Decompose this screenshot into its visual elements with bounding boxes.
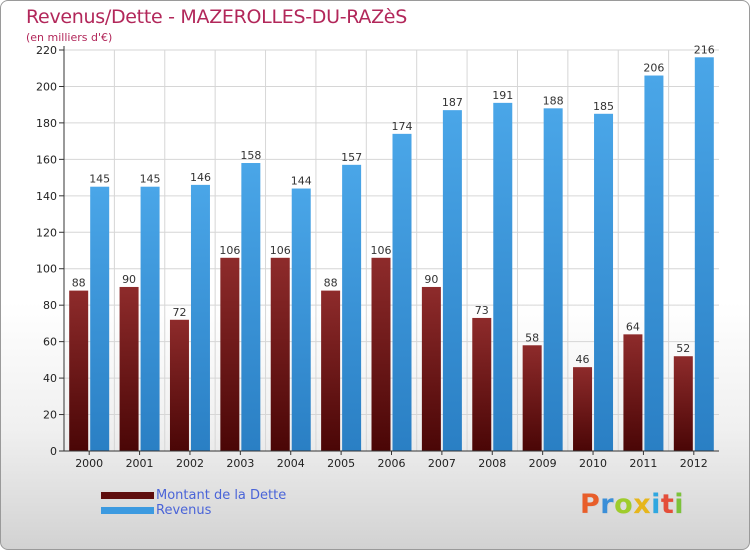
proxiti-logo: Proxiti [580,489,685,520]
data-label-revenus-2005: 157 [341,151,362,164]
bar-debt-2003 [220,257,240,451]
data-label-debt-2009: 58 [525,331,539,344]
data-labels: 88 145 90 145 72 146 106 158 106 144 88 157 106 174 90… [72,43,715,366]
x-tick-label: 2002 [176,457,204,470]
bar-revenus-2009 [543,108,563,451]
x-tick-label: 2000 [75,457,103,470]
y-tick-label: 220 [36,44,57,57]
bar-revenus-2005 [342,164,362,451]
legend-swatch-debt [101,492,154,499]
chart-subtitle: (en milliers d'€) [26,31,113,44]
data-label-revenus-2010: 185 [593,100,614,113]
bar-revenus-2002 [190,184,210,451]
x-tick-label: 2001 [126,457,154,470]
x-tick-label: 2008 [478,457,506,470]
data-label-debt-2003: 106 [219,244,240,257]
data-label-debt-2006: 106 [371,244,392,257]
bars [69,57,714,452]
data-label-debt-2012: 52 [676,342,690,355]
data-label-debt-2007: 90 [424,273,438,286]
bar-debt-2008 [472,317,492,451]
data-label-revenus-2000: 145 [89,173,110,186]
legend-item-debt: Montant de la Dette [101,488,286,503]
y-tick-label: 20 [43,409,57,422]
bar-revenus-2001 [140,186,160,452]
data-label-debt-2011: 64 [626,320,640,333]
legend-label-revenus: Revenus [156,503,212,518]
bar-revenus-2008 [493,102,513,451]
x-tick-label: 2005 [327,457,355,470]
bar-revenus-2011 [644,75,664,451]
data-label-debt-2008: 73 [475,304,489,317]
bar-revenus-2012 [694,57,714,452]
axes: 0 20 40 60 80 100 120 140 160 180 200 220 2000 2001 20… [36,44,719,470]
x-tick-label: 2006 [378,457,406,470]
bar-debt-2007 [421,286,441,451]
x-tick-label: 2011 [629,457,657,470]
x-tick-label: 2007 [428,457,456,470]
y-tick-label: 100 [36,263,57,276]
data-label-revenus-2006: 174 [392,120,413,133]
bar-revenus-2004 [291,188,311,451]
bar-debt-2001 [119,286,139,451]
y-tick-label: 80 [43,299,57,312]
bar-debt-2011 [623,334,643,451]
data-label-revenus-2002: 146 [190,171,211,184]
bar-debt-2002 [169,319,189,451]
chart-title: Revenus/Dette - MAZEROLLES-DU-RAZèS [26,6,407,28]
bar-debt-2005 [321,290,341,451]
data-label-revenus-2004: 144 [291,175,312,188]
data-label-revenus-2009: 188 [543,94,564,107]
data-label-debt-2004: 106 [270,244,291,257]
y-tick-label: 40 [43,372,57,385]
legend-label-debt: Montant de la Dette [156,488,287,503]
data-label-debt-2001: 90 [122,273,136,286]
bar-revenus-2003 [241,163,261,451]
data-label-debt-2000: 88 [72,277,86,290]
bar-debt-2012 [673,356,693,451]
data-label-revenus-2003: 158 [240,149,261,162]
bar-debt-2000 [69,290,89,451]
x-tick-label: 2010 [579,457,607,470]
y-tick-label: 180 [36,117,57,130]
y-tick-label: 160 [36,153,57,166]
y-tick-label: 200 [36,80,57,93]
data-label-revenus-2012: 216 [694,43,715,56]
legend-item-revenus: Revenus [101,503,286,518]
bar-debt-2010 [573,367,593,451]
x-tick-label: 2012 [680,457,708,470]
x-tick-label: 2004 [277,457,305,470]
y-tick-label: 0 [50,445,57,458]
bar-debt-2006 [371,257,391,451]
data-label-revenus-2001: 145 [140,173,161,186]
data-label-debt-2002: 72 [172,306,186,319]
y-tick-label: 120 [36,226,57,239]
data-label-revenus-2008: 191 [492,89,513,102]
data-label-revenus-2011: 206 [643,62,664,75]
y-tick-label: 60 [43,336,57,349]
legend: Montant de la Dette Revenus [101,488,286,518]
bar-revenus-2006 [392,133,412,451]
bar-revenus-2010 [594,113,614,451]
bar-revenus-2007 [442,110,462,452]
data-label-debt-2005: 88 [324,277,338,290]
bar-debt-2004 [270,257,290,451]
grid-lines [64,49,719,452]
bar-debt-2009 [522,345,542,451]
data-label-revenus-2007: 187 [442,96,463,109]
y-tick-label: 140 [36,190,57,203]
x-tick-label: 2009 [529,457,557,470]
data-label-debt-2010: 46 [576,353,590,366]
bar-revenus-2000 [90,186,110,452]
x-tick-label: 2003 [226,457,254,470]
legend-swatch-revenus [101,507,154,514]
